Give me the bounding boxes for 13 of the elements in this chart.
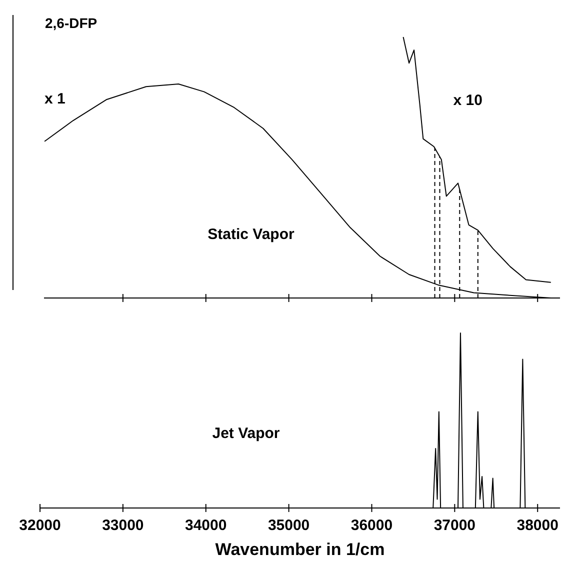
chart-title: 2,6-DFP bbox=[45, 15, 98, 31]
x-tick-label: 33000 bbox=[102, 517, 144, 534]
x-tick-label: 38000 bbox=[516, 517, 558, 534]
x-tick-label: 36000 bbox=[350, 517, 393, 534]
x-axis-title: Wavenumber in 1/cm bbox=[215, 540, 385, 559]
x-tick-label: 32000 bbox=[19, 517, 61, 534]
text: x 10 bbox=[453, 92, 482, 109]
x-tick-label: 34000 bbox=[185, 517, 227, 534]
annotation: Jet Vapor bbox=[212, 425, 280, 442]
x-tick-label: 37000 bbox=[434, 517, 476, 534]
x-tick-label: 35000 bbox=[268, 517, 310, 534]
series-label: x 1 bbox=[44, 90, 66, 108]
annotation: Static Vapor bbox=[208, 226, 295, 243]
